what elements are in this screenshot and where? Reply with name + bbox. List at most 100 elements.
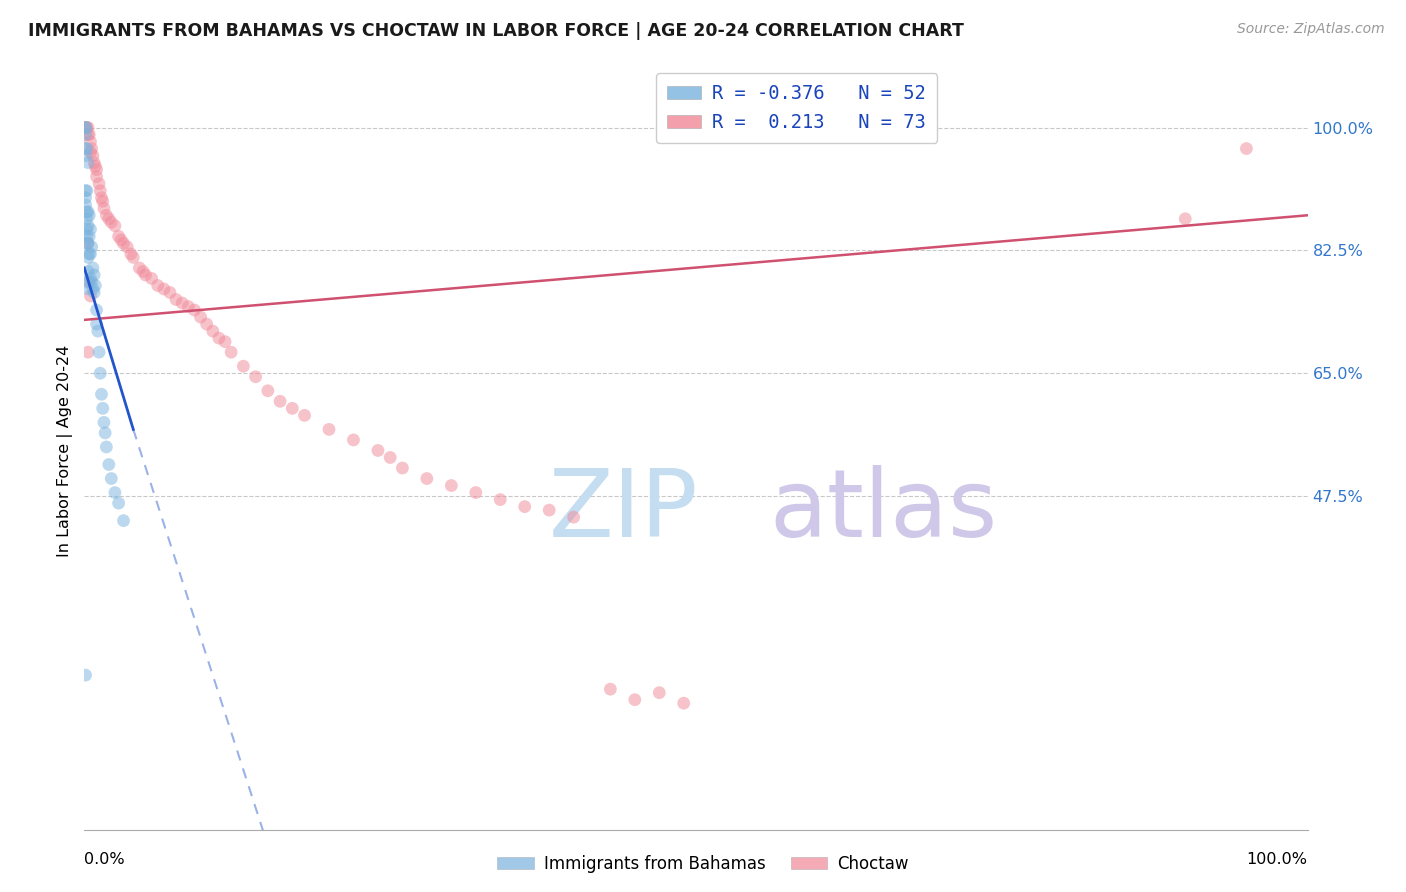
Point [77, 208, 100, 222]
Point [214, 334, 236, 349]
Point [107, 229, 129, 244]
Point [77, 345, 100, 359]
Point [76, 229, 98, 244]
Point [93, 201, 115, 215]
Point [83, 155, 105, 169]
Point [165, 293, 187, 307]
Point [76, 142, 98, 156]
Point [97, 211, 120, 226]
Point [104, 219, 127, 233]
Point [367, 443, 389, 458]
Text: 0.0%: 0.0% [84, 853, 125, 867]
Point [294, 409, 316, 423]
Point [112, 514, 135, 528]
Point [96, 208, 118, 222]
Point [672, 696, 695, 710]
Point [77, 155, 100, 169]
Point [89, 366, 111, 380]
Point [1174, 211, 1197, 226]
Point [77, 247, 100, 261]
Point [107, 496, 129, 510]
Point [79, 289, 101, 303]
Point [77, 204, 100, 219]
Point [112, 236, 135, 251]
Point [75, 120, 97, 135]
Point [80, 240, 103, 254]
Point [201, 324, 224, 338]
Point [84, 278, 107, 293]
Point [79, 145, 101, 160]
Point [86, 303, 108, 318]
Point [80, 142, 103, 156]
Point [90, 191, 112, 205]
Point [513, 500, 536, 514]
Point [195, 317, 218, 331]
Point [146, 278, 169, 293]
Point [87, 345, 110, 359]
Point [75, 191, 97, 205]
Point [391, 461, 413, 475]
Point [77, 275, 100, 289]
Point [86, 317, 108, 331]
Point [128, 260, 150, 275]
Point [318, 422, 340, 436]
Point [82, 282, 104, 296]
Point [562, 510, 585, 524]
Point [77, 236, 100, 251]
Point [76, 236, 98, 251]
Point [77, 236, 100, 251]
Point [77, 128, 100, 142]
Point [90, 387, 112, 401]
Point [183, 303, 205, 318]
Text: Source: ZipAtlas.com: Source: ZipAtlas.com [1237, 22, 1385, 37]
Point [76, 120, 98, 135]
Point [75, 128, 97, 142]
Point [141, 271, 163, 285]
Point [75, 184, 97, 198]
Point [219, 345, 242, 359]
Point [153, 282, 176, 296]
Y-axis label: In Labor Force | Age 20-24: In Labor Force | Age 20-24 [58, 344, 73, 557]
Point [76, 222, 98, 236]
Point [80, 275, 103, 289]
Text: IMMIGRANTS FROM BAHAMAS VS CHOCTAW IN LABOR FORCE | AGE 20-24 CORRELATION CHART: IMMIGRANTS FROM BAHAMAS VS CHOCTAW IN LA… [28, 22, 965, 40]
Point [380, 450, 402, 465]
Point [159, 285, 181, 300]
Point [83, 285, 105, 300]
Point [177, 300, 200, 314]
Point [232, 359, 254, 374]
Point [599, 682, 621, 697]
Point [76, 211, 98, 226]
Text: 100.0%: 100.0% [1247, 853, 1308, 867]
Point [269, 394, 291, 409]
Point [91, 194, 114, 209]
Point [79, 271, 101, 285]
Point [489, 492, 512, 507]
Point [77, 264, 100, 278]
Point [110, 233, 132, 247]
Point [75, 148, 97, 162]
Point [100, 215, 122, 229]
Point [257, 384, 280, 398]
Point [84, 159, 107, 173]
Point [75, 668, 97, 682]
Legend: R = -0.376   N = 52, R =  0.213   N = 73: R = -0.376 N = 52, R = 0.213 N = 73 [657, 73, 938, 143]
Text: ZIP: ZIP [550, 465, 699, 558]
Point [416, 471, 439, 485]
Point [97, 458, 120, 472]
Point [76, 204, 98, 219]
Point [86, 169, 108, 184]
Point [83, 268, 105, 282]
Point [79, 247, 101, 261]
Legend: Immigrants from Bahamas, Choctaw: Immigrants from Bahamas, Choctaw [491, 848, 915, 880]
Point [440, 478, 463, 492]
Point [89, 184, 111, 198]
Point [79, 222, 101, 236]
Point [87, 324, 110, 338]
Point [76, 184, 98, 198]
Point [86, 162, 108, 177]
Point [75, 198, 97, 212]
Point [100, 471, 122, 485]
Point [93, 416, 115, 430]
Point [342, 433, 364, 447]
